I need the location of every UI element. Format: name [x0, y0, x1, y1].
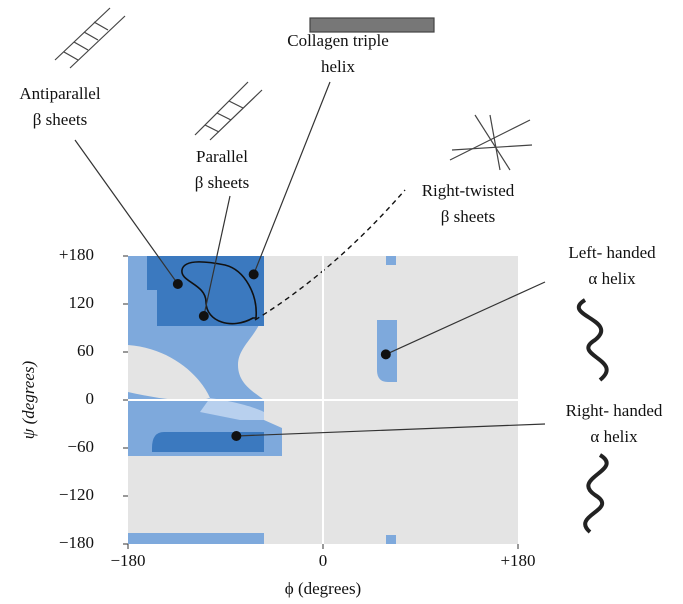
point	[199, 311, 209, 321]
x-axis-label: ϕ (degrees)	[285, 579, 361, 598]
annotation-label: β sheets	[195, 173, 249, 192]
y-tick-label: 120	[69, 293, 95, 312]
x-tick-label: 0	[319, 551, 328, 570]
annotation-label: β sheets	[441, 207, 495, 226]
y-tick-label: +180	[59, 245, 94, 264]
antiparallel-ladder-icon	[55, 8, 125, 68]
annotation-label: Collagen triple	[287, 31, 389, 50]
allowed-region	[128, 533, 264, 544]
y-tick-label: −60	[67, 437, 94, 456]
collagen-icon	[310, 18, 434, 32]
twisted-sheet-icon	[450, 115, 532, 170]
y-tick-label: 0	[86, 389, 95, 408]
annotation-label: α helix	[588, 269, 636, 288]
annotation-label: Right- handed	[566, 401, 663, 420]
annotation-label: Left- handed	[568, 243, 656, 262]
parallel-ladder-icon	[195, 82, 262, 140]
right-helix-icon	[585, 455, 607, 532]
annotation-label: β sheets	[33, 110, 87, 129]
point	[231, 431, 241, 441]
annotation-label: Parallel	[196, 147, 248, 166]
left-helix-icon	[579, 300, 607, 380]
x-tick-label: +180	[500, 551, 535, 570]
y-tick-label: −120	[59, 485, 94, 504]
y-tick-label: 60	[77, 341, 94, 360]
point	[381, 349, 391, 359]
chart: ψ (degrees) ϕ (degrees) −180 −120 −60 0 60 12…	[0, 0, 683, 604]
allowed-region	[386, 535, 396, 544]
y-axis-label: ψ (degrees)	[19, 360, 38, 439]
leader-line	[254, 82, 330, 274]
x-tick-label: −180	[110, 551, 145, 570]
allowed-region	[386, 256, 396, 265]
point	[249, 269, 259, 279]
annotation-label: Right-twisted	[422, 181, 515, 200]
y-tick-label: −180	[59, 533, 94, 552]
point	[173, 279, 183, 289]
annotation-label: helix	[321, 57, 355, 76]
annotation-label: Antiparallel	[19, 84, 100, 103]
annotation-label: α helix	[590, 427, 638, 446]
